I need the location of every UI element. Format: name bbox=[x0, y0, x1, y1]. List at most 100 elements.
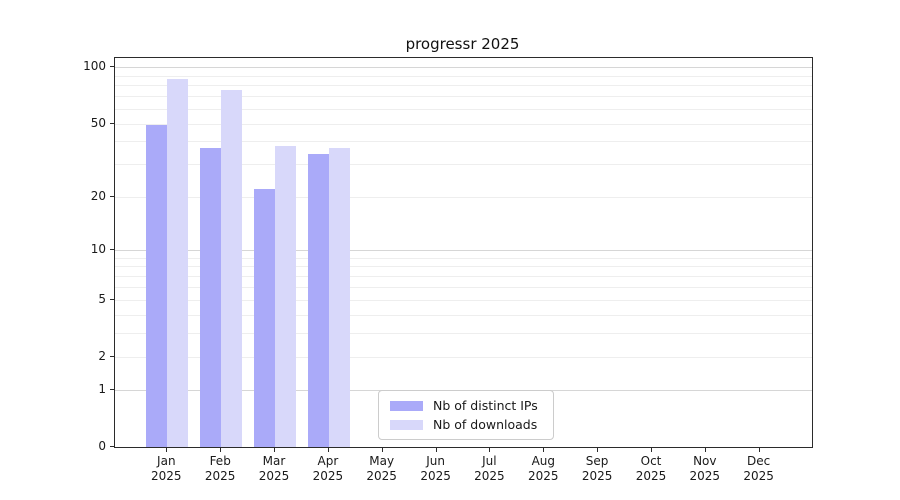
x-tick-label: Nov 2025 bbox=[678, 454, 732, 484]
y-tick-mark bbox=[110, 122, 114, 124]
x-tick-mark bbox=[220, 448, 222, 452]
gridline-minor bbox=[115, 141, 812, 143]
x-tick-year: 2025 bbox=[151, 469, 182, 483]
x-tick-month: Apr bbox=[317, 454, 339, 468]
legend-swatch bbox=[390, 419, 423, 430]
gridline-minor bbox=[115, 286, 812, 288]
x-tick-month: Dec bbox=[746, 454, 771, 468]
plot-area bbox=[114, 57, 813, 448]
x-tick-year: 2025 bbox=[420, 469, 451, 483]
x-tick-mark bbox=[543, 448, 545, 452]
y-tick-label: 100 bbox=[83, 59, 106, 74]
x-tick-label: Mar 2025 bbox=[247, 454, 301, 484]
x-tick-month: Jun bbox=[426, 454, 445, 468]
legend-item: Nb of downloads bbox=[390, 415, 545, 434]
x-tick-label: May 2025 bbox=[355, 454, 409, 484]
chart-title: progressr 2025 bbox=[405, 35, 520, 53]
legend: Nb of distinct IPs Nb of downloads bbox=[378, 390, 554, 440]
gridline-minor bbox=[115, 257, 812, 259]
y-tick-label: 0 bbox=[98, 439, 106, 453]
x-tick-year: 2025 bbox=[366, 469, 397, 483]
legend-label: Nb of distinct IPs bbox=[433, 398, 538, 413]
y-tick-label: 1 bbox=[98, 382, 106, 396]
x-tick-mark bbox=[435, 448, 437, 452]
bar-ips bbox=[254, 189, 275, 447]
x-tick-mark bbox=[166, 448, 168, 452]
gridline-minor bbox=[115, 266, 812, 268]
y-tick-mark bbox=[110, 248, 114, 250]
gridline-major bbox=[115, 249, 812, 251]
x-tick-label: Jun 2025 bbox=[409, 454, 463, 484]
y-tick-mark bbox=[110, 355, 114, 357]
x-tick-year: 2025 bbox=[581, 469, 613, 483]
legend-label: Nb of downloads bbox=[433, 417, 538, 432]
x-tick-mark bbox=[758, 448, 760, 452]
x-tick-mark bbox=[274, 448, 275, 452]
x-tick-mark bbox=[597, 448, 599, 452]
gridline-minor bbox=[115, 164, 812, 166]
y-tick-label: 50 bbox=[90, 115, 106, 130]
y-tick-label: 10 bbox=[90, 241, 106, 256]
x-tick-mark bbox=[381, 448, 383, 452]
x-tick-month: May bbox=[369, 454, 395, 468]
x-tick-year: 2025 bbox=[528, 469, 559, 483]
gridline-minor bbox=[115, 275, 812, 277]
gridline-minor bbox=[115, 75, 812, 77]
gridline-minor bbox=[115, 356, 812, 358]
gridline-minor bbox=[115, 196, 812, 198]
y-tick-mark bbox=[110, 389, 114, 390]
y-tick-label: 5 bbox=[98, 291, 106, 306]
x-tick-year: 2025 bbox=[743, 469, 774, 483]
x-tick-month: Nov bbox=[693, 454, 717, 468]
x-tick-label: Jul 2025 bbox=[462, 454, 516, 484]
x-tick-month: Jan bbox=[157, 454, 176, 468]
y-tick-mark bbox=[110, 66, 114, 68]
x-tick-mark bbox=[651, 448, 652, 452]
x-tick-label: Feb 2025 bbox=[193, 454, 247, 484]
x-tick-month: Feb bbox=[209, 454, 231, 468]
x-tick-mark bbox=[704, 448, 706, 452]
gridline-minor bbox=[115, 108, 812, 110]
bar-downloads bbox=[275, 145, 296, 447]
x-tick-year: 2025 bbox=[204, 469, 236, 483]
y-tick-mark bbox=[110, 446, 114, 447]
bar-ips bbox=[146, 125, 168, 447]
x-tick-mark bbox=[489, 448, 491, 452]
x-tick-year: 2025 bbox=[689, 469, 721, 483]
x-tick-month: Mar bbox=[262, 454, 286, 468]
x-tick-label: Oct 2025 bbox=[624, 454, 678, 484]
x-tick-month: Aug bbox=[531, 454, 556, 468]
y-tick-label: 20 bbox=[90, 188, 106, 203]
y-tick-label: 2 bbox=[98, 348, 106, 363]
y-tick-mark bbox=[110, 195, 114, 197]
legend-swatch bbox=[390, 400, 423, 411]
x-tick-label: Sep 2025 bbox=[570, 454, 624, 484]
x-tick-label: Aug 2025 bbox=[516, 454, 570, 484]
gridline-minor bbox=[115, 123, 812, 125]
x-tick-mark bbox=[327, 448, 329, 452]
legend-items: Nb of distinct IPs Nb of downloads bbox=[390, 396, 545, 434]
x-tick-month: Sep bbox=[585, 454, 609, 468]
bar-downloads bbox=[221, 89, 243, 447]
x-tick-year: 2025 bbox=[312, 469, 344, 483]
x-tick-label: Jan 2025 bbox=[139, 454, 193, 484]
x-tick-year: 2025 bbox=[474, 469, 505, 483]
gridline-minor bbox=[115, 299, 812, 301]
bar-ips bbox=[200, 147, 222, 447]
x-tick-label: Dec 2025 bbox=[732, 454, 786, 484]
y-tick-mark bbox=[110, 298, 114, 300]
gridline-minor bbox=[115, 314, 812, 316]
x-tick-month: Jul bbox=[482, 454, 497, 468]
x-tick-month: Oct bbox=[640, 454, 662, 468]
bar-downloads bbox=[328, 147, 350, 447]
gridline-minor bbox=[115, 96, 812, 98]
legend-item: Nb of distinct IPs bbox=[390, 396, 545, 415]
gridline-minor bbox=[115, 332, 812, 334]
bar-downloads bbox=[167, 78, 189, 447]
gridline-minor bbox=[115, 85, 812, 87]
x-tick-year: 2025 bbox=[635, 469, 667, 483]
x-tick-label: Apr 2025 bbox=[301, 454, 355, 484]
x-tick-year: 2025 bbox=[258, 469, 290, 483]
gridline-major bbox=[115, 67, 812, 69]
